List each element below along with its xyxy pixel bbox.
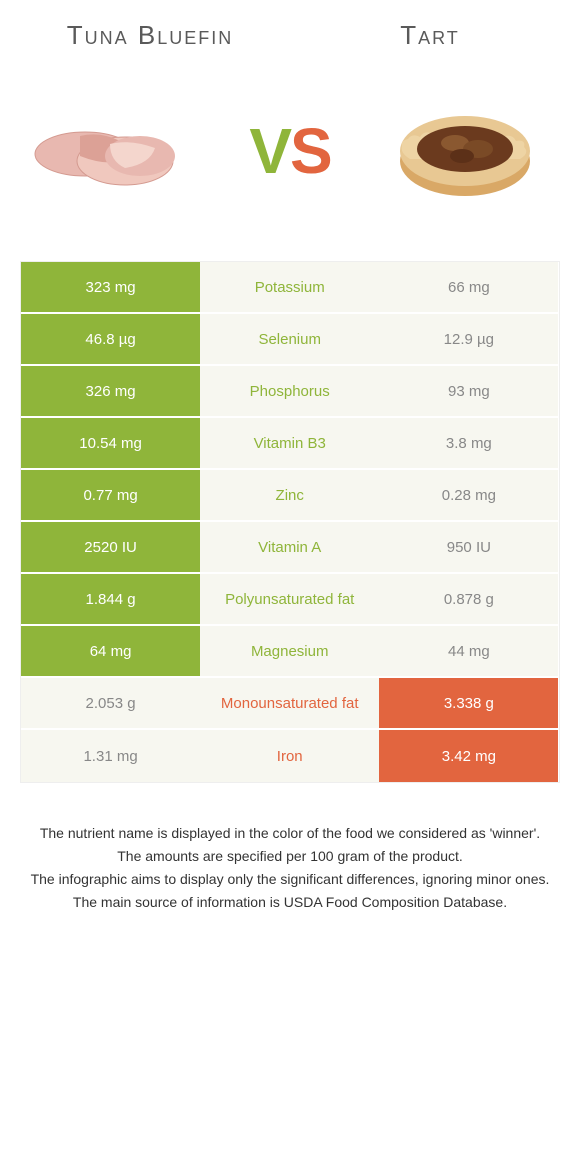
nutrient-name: Monounsaturated fat — [200, 678, 379, 728]
left-value: 326 mg — [21, 366, 200, 416]
table-row: 2.053 gMonounsaturated fat3.338 g — [21, 678, 559, 730]
left-value: 2.053 g — [21, 678, 200, 728]
footnote-line: The amounts are specified per 100 gram o… — [30, 846, 550, 867]
nutrient-table: 323 mgPotassium66 mg46.8 µgSelenium12.9 … — [20, 261, 560, 783]
left-value: 10.54 mg — [21, 418, 200, 468]
left-value: 64 mg — [21, 626, 200, 676]
nutrient-name: Polyunsaturated fat — [200, 574, 379, 624]
right-value: 93 mg — [379, 366, 558, 416]
footnotes: The nutrient name is displayed in the co… — [30, 823, 550, 913]
nutrient-name: Iron — [200, 730, 379, 782]
vs-label: VS — [249, 114, 330, 188]
table-row: 1.31 mgIron3.42 mg — [21, 730, 559, 782]
footnote-line: The infographic aims to display only the… — [30, 869, 550, 890]
right-value: 0.878 g — [379, 574, 558, 624]
nutrient-name: Selenium — [200, 314, 379, 364]
tart-icon — [390, 91, 540, 211]
right-value: 12.9 µg — [379, 314, 558, 364]
table-row: 326 mgPhosphorus93 mg — [21, 366, 559, 418]
left-value: 0.77 mg — [21, 470, 200, 520]
right-value: 3.338 g — [379, 678, 558, 728]
nutrient-name: Zinc — [200, 470, 379, 520]
table-row: 2520 IUVitamin A950 IU — [21, 522, 559, 574]
right-value: 0.28 mg — [379, 470, 558, 520]
left-value: 1.844 g — [21, 574, 200, 624]
nutrient-name: Vitamin B3 — [200, 418, 379, 468]
tuna-icon — [30, 106, 200, 196]
right-value: 3.8 mg — [379, 418, 558, 468]
tuna-image — [30, 86, 200, 216]
table-row: 323 mgPotassium66 mg — [21, 262, 559, 314]
left-value: 46.8 µg — [21, 314, 200, 364]
right-value: 3.42 mg — [379, 730, 558, 782]
nutrient-name: Magnesium — [200, 626, 379, 676]
tart-image — [380, 86, 550, 216]
vs-v: V — [249, 115, 290, 187]
footnote-line: The nutrient name is displayed in the co… — [30, 823, 550, 844]
right-value: 44 mg — [379, 626, 558, 676]
left-value: 323 mg — [21, 262, 200, 312]
table-row: 0.77 mgZinc0.28 mg — [21, 470, 559, 522]
left-food-title: Tuna Bluefin — [24, 20, 276, 51]
table-row: 10.54 mgVitamin B33.8 mg — [21, 418, 559, 470]
left-value: 2520 IU — [21, 522, 200, 572]
images-row: VS — [0, 61, 580, 261]
header: Tuna Bluefin Tart — [0, 0, 580, 61]
right-value: 950 IU — [379, 522, 558, 572]
table-row: 46.8 µgSelenium12.9 µg — [21, 314, 559, 366]
left-value: 1.31 mg — [21, 730, 200, 782]
nutrient-name: Potassium — [200, 262, 379, 312]
vs-s: S — [290, 115, 331, 187]
nutrient-name: Vitamin A — [200, 522, 379, 572]
table-row: 64 mgMagnesium44 mg — [21, 626, 559, 678]
footnote-line: The main source of information is USDA F… — [30, 892, 550, 913]
table-row: 1.844 gPolyunsaturated fat0.878 g — [21, 574, 559, 626]
right-food-title: Tart — [304, 20, 556, 51]
nutrient-name: Phosphorus — [200, 366, 379, 416]
right-value: 66 mg — [379, 262, 558, 312]
